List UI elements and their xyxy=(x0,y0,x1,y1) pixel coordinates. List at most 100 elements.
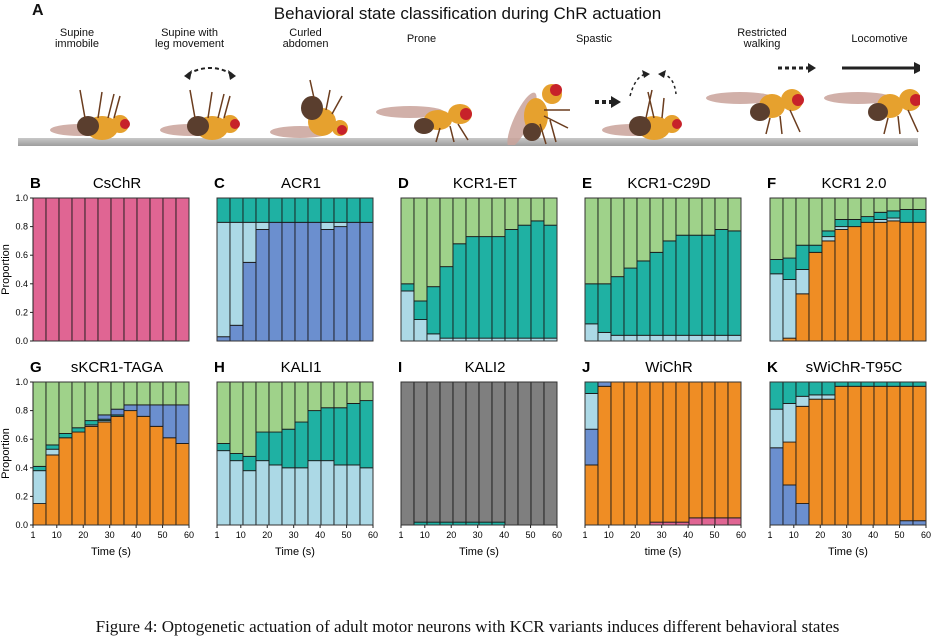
x-tick-label: 20 xyxy=(815,530,825,540)
bar-segment xyxy=(860,216,875,223)
x-tick-label: 10 xyxy=(604,530,614,540)
bar-segment xyxy=(795,293,810,342)
bar-segment xyxy=(242,197,257,223)
bar-segment xyxy=(162,404,177,439)
bar-segment xyxy=(860,221,875,342)
x-tick-label: 60 xyxy=(368,530,378,540)
x-tick-label: 30 xyxy=(657,530,667,540)
bar-segment xyxy=(517,381,532,526)
bar-segment xyxy=(675,197,690,236)
bar-segment xyxy=(701,334,716,342)
bar-segment xyxy=(32,470,47,505)
plot-frame xyxy=(584,197,742,342)
bar-segment xyxy=(346,197,361,223)
bar-segment xyxy=(333,464,348,526)
bar-segment xyxy=(701,517,716,526)
bar-segment xyxy=(584,381,599,394)
bar-segment xyxy=(71,197,86,342)
chart-cschr: B CsChR 0.0 0.2 0.4 0.6 0.8 1.0 Proportion xyxy=(0,175,190,346)
bar-segment xyxy=(584,323,599,342)
bar-segment xyxy=(229,381,244,454)
bar-segment xyxy=(899,385,914,522)
bar-segment xyxy=(584,428,599,466)
bar-segment xyxy=(782,197,797,259)
bar-segment xyxy=(45,444,60,450)
bar-segment xyxy=(242,261,257,342)
bar-segment xyxy=(714,197,729,230)
bar-segment xyxy=(769,273,784,342)
bar-segment xyxy=(359,400,374,469)
bar-segment xyxy=(675,334,690,342)
bar-segment xyxy=(465,381,480,523)
bar-segment xyxy=(808,398,823,526)
bar-segment xyxy=(320,221,335,230)
bar-segment xyxy=(899,520,914,526)
bar-segment xyxy=(307,197,322,223)
bar-segment xyxy=(847,197,862,220)
chart-kali2: I KALI2 1 10 20 30 40 50 60 Time (s) xyxy=(398,359,562,558)
bar-segment xyxy=(662,381,677,523)
chart-wichr: J WiChR 1 10 20 30 40 50 60 time (s) xyxy=(582,359,746,558)
bar-segment xyxy=(688,334,703,342)
bar-segment xyxy=(452,381,467,523)
bar-segment xyxy=(873,381,888,387)
x-tick-label: 40 xyxy=(868,530,878,540)
bar-segment xyxy=(808,381,823,396)
bar-segment xyxy=(649,381,664,523)
x-axis-label: Time (s) xyxy=(275,546,315,558)
bar-segment xyxy=(662,197,677,242)
bar-segment xyxy=(439,266,454,339)
panel-letter: D xyxy=(398,175,409,192)
bar-segment xyxy=(727,517,742,526)
x-tick-label: 1 xyxy=(767,530,772,540)
y-tick-label: 0.0 xyxy=(15,336,28,346)
x-tick-label: 10 xyxy=(420,530,430,540)
plot-frame xyxy=(400,197,558,342)
bar-segment xyxy=(413,381,428,523)
bar-segment xyxy=(136,415,151,526)
bar-segment xyxy=(242,381,257,457)
state-label-supine-immobile: Supine immobile xyxy=(54,27,99,50)
bar-segment xyxy=(97,381,112,416)
bar-segment xyxy=(504,381,519,526)
bar-segment xyxy=(242,455,257,472)
bar-segment xyxy=(782,381,797,404)
bar-segment xyxy=(821,230,836,238)
panel-letter: C xyxy=(214,175,225,192)
bar-segment xyxy=(281,467,296,526)
bar-segment xyxy=(255,381,270,433)
bar-segment xyxy=(517,197,532,226)
fly-supine-immobile-icon xyxy=(50,89,130,140)
bar-segment xyxy=(769,381,784,410)
bar-segment xyxy=(808,244,823,253)
bar-segment xyxy=(769,259,784,275)
bar-segment xyxy=(795,197,810,246)
bar-segment xyxy=(782,484,797,526)
y-tick-label: 0.2 xyxy=(15,307,28,317)
plot-frame xyxy=(216,381,374,526)
bar-segment xyxy=(268,464,283,526)
x-tick-label: 1 xyxy=(398,530,403,540)
ground-surface xyxy=(18,138,918,146)
bar-segment xyxy=(530,197,545,222)
x-tick-label: 60 xyxy=(552,530,562,540)
bar-segment xyxy=(899,381,914,387)
bar-segment xyxy=(912,381,927,387)
bar-segment xyxy=(45,381,60,446)
bar-segment xyxy=(268,197,283,223)
bar-segment xyxy=(45,454,60,526)
bar-segment xyxy=(320,229,335,342)
bar-segment xyxy=(216,336,231,342)
bar-segment xyxy=(675,234,690,336)
x-tick-label: 50 xyxy=(526,530,536,540)
plot-frame xyxy=(216,197,374,342)
bar-segment xyxy=(255,197,270,223)
bar-segment xyxy=(216,443,231,452)
bar-segment xyxy=(912,385,927,522)
bar-segment xyxy=(899,208,914,223)
bar-segment xyxy=(795,405,810,504)
bar-segment xyxy=(32,381,47,467)
panel-letter: K xyxy=(767,359,778,376)
bar-segment xyxy=(294,221,309,342)
bar-segment xyxy=(782,279,797,339)
